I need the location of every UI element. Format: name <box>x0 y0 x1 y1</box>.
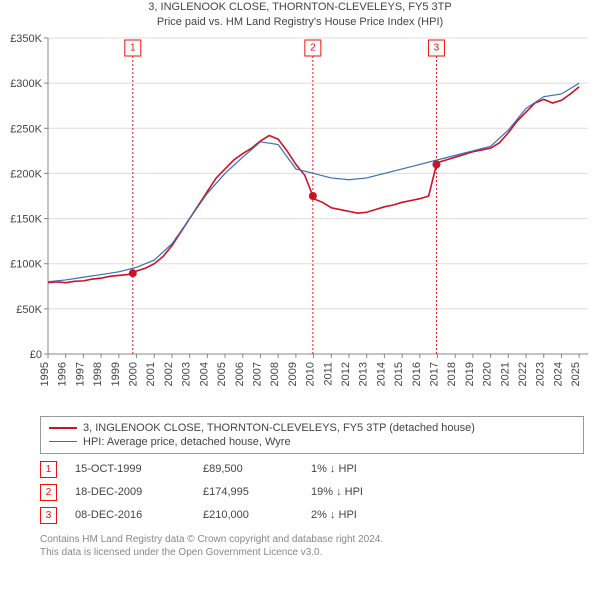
svg-text:3: 3 <box>434 42 440 53</box>
svg-text:£350K: £350K <box>10 33 42 45</box>
svg-text:2019: 2019 <box>464 362 476 386</box>
svg-text:2016: 2016 <box>411 362 423 386</box>
legend-item: HPI: Average price, detached house, Wyre <box>49 435 575 449</box>
svg-text:1996: 1996 <box>57 362 69 386</box>
svg-text:2021: 2021 <box>499 362 511 386</box>
transaction-note: 3 08-DEC-2016 £210,000 2% ↓ HPI <box>40 504 584 527</box>
svg-text:2009: 2009 <box>287 362 299 386</box>
note-date: 08-DEC-2016 <box>75 509 185 521</box>
svg-text:2010: 2010 <box>305 362 317 386</box>
svg-text:£300K: £300K <box>10 78 42 90</box>
title-line-2: Price paid vs. HM Land Registry's House … <box>0 15 600 30</box>
svg-text:2004: 2004 <box>198 362 210 386</box>
footer-line-1: Contains HM Land Registry data © Crown c… <box>40 533 584 547</box>
svg-text:£100K: £100K <box>10 258 42 270</box>
svg-text:£150K: £150K <box>10 213 42 225</box>
svg-text:1999: 1999 <box>110 362 122 386</box>
transaction-marker <box>129 269 137 277</box>
svg-text:2024: 2024 <box>552 362 564 386</box>
footer-line-2: This data is licensed under the Open Gov… <box>40 546 584 560</box>
note-number-box: 3 <box>40 507 57 524</box>
svg-text:2017: 2017 <box>429 362 441 386</box>
svg-text:2020: 2020 <box>482 362 494 386</box>
transaction-note: 2 18-DEC-2009 £174,995 19% ↓ HPI <box>40 481 584 504</box>
svg-text:1998: 1998 <box>92 362 104 386</box>
note-price: £210,000 <box>203 509 293 521</box>
svg-text:2014: 2014 <box>375 362 387 386</box>
svg-text:2006: 2006 <box>234 362 246 386</box>
svg-text:£200K: £200K <box>10 168 42 180</box>
svg-text:2: 2 <box>310 42 316 53</box>
svg-text:2018: 2018 <box>446 362 458 386</box>
transaction-marker <box>309 192 317 200</box>
svg-text:2011: 2011 <box>322 362 334 386</box>
note-price: £89,500 <box>203 463 293 475</box>
note-hpi-delta: 1% ↓ HPI <box>311 463 357 475</box>
legend-label: 3, INGLENOOK CLOSE, THORNTON-CLEVELEYS, … <box>83 422 475 434</box>
svg-text:£50K: £50K <box>16 304 42 316</box>
svg-text:2001: 2001 <box>145 362 157 386</box>
legend-swatch <box>49 441 77 442</box>
note-price: £174,995 <box>203 486 293 498</box>
svg-text:£0: £0 <box>30 349 42 361</box>
note-number-box: 1 <box>40 461 57 478</box>
note-hpi-delta: 2% ↓ HPI <box>311 509 357 521</box>
transaction-note: 1 15-OCT-1999 £89,500 1% ↓ HPI <box>40 458 584 481</box>
attribution-footer: Contains HM Land Registry data © Crown c… <box>40 533 584 560</box>
svg-text:1995: 1995 <box>39 362 51 386</box>
svg-text:2008: 2008 <box>269 362 281 386</box>
legend-label: HPI: Average price, detached house, Wyre <box>83 436 291 448</box>
transaction-notes: 1 15-OCT-1999 £89,500 1% ↓ HPI 2 18-DEC-2009 £… <box>40 458 584 527</box>
svg-text:2013: 2013 <box>358 362 370 386</box>
note-hpi-delta: 19% ↓ HPI <box>311 486 363 498</box>
note-date: 15-OCT-1999 <box>75 463 185 475</box>
note-date: 18-DEC-2009 <box>75 486 185 498</box>
svg-text:2007: 2007 <box>251 362 263 386</box>
series-hpi <box>48 83 579 282</box>
legend-swatch <box>49 427 77 429</box>
svg-text:2023: 2023 <box>535 362 547 386</box>
chart-title: 3, INGLENOOK CLOSE, THORNTON-CLEVELEYS, … <box>0 0 600 30</box>
svg-text:2022: 2022 <box>517 362 529 386</box>
svg-text:1997: 1997 <box>74 362 86 386</box>
svg-text:£250K: £250K <box>10 123 42 135</box>
price-line-chart: £0 £50K £100K £150K £200K £250K £300K £350K 1995… <box>0 30 600 410</box>
svg-text:2025: 2025 <box>570 362 582 386</box>
svg-text:2002: 2002 <box>163 362 175 386</box>
legend-item: 3, INGLENOOK CLOSE, THORNTON-CLEVELEYS, … <box>49 421 575 435</box>
series-property <box>48 86 579 282</box>
transaction-marker <box>432 160 440 168</box>
legend: 3, INGLENOOK CLOSE, THORNTON-CLEVELEYS, … <box>40 416 584 454</box>
svg-text:2015: 2015 <box>393 362 405 386</box>
svg-text:1: 1 <box>130 42 136 53</box>
title-line-1: 3, INGLENOOK CLOSE, THORNTON-CLEVELEYS, … <box>0 0 600 15</box>
note-number-box: 2 <box>40 484 57 501</box>
svg-text:2000: 2000 <box>128 362 140 386</box>
svg-text:2012: 2012 <box>340 362 352 386</box>
svg-text:2005: 2005 <box>216 362 228 386</box>
svg-text:2003: 2003 <box>181 362 193 386</box>
